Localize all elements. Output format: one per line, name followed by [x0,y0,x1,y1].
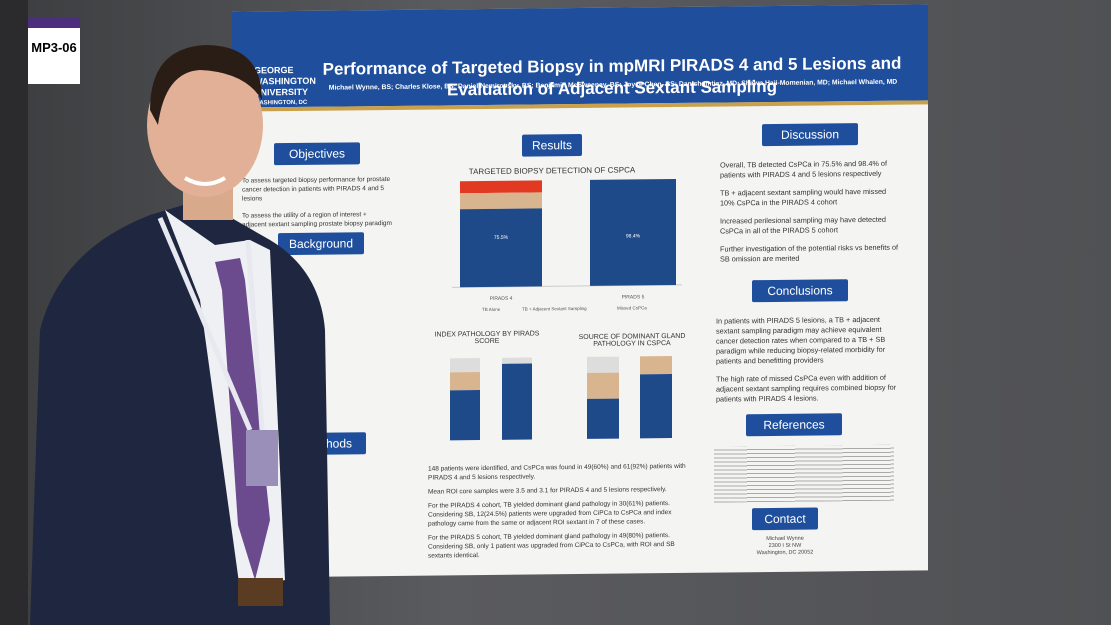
small-charts [450,356,672,441]
face [147,53,263,197]
category-label: PIRADS 4 [490,296,513,302]
lanyard [157,217,265,431]
bar-label: 98.4% [626,233,641,239]
badge [246,430,278,486]
smile [183,176,227,186]
results-chart: 75.5% 98.4% PIRADS 4 PIRADS 5 TB Alone T… [452,178,682,312]
bar-segment [460,192,542,210]
bar-segment [502,357,532,364]
bar-segment [450,390,480,441]
legend-entry: TB + Adjacent Sextant Sampling [522,306,587,312]
tie [215,258,270,580]
stand-edge [0,0,28,625]
bar-segment [590,178,676,286]
bar-segment [587,372,619,399]
poster-badge: MP3-06 [28,18,80,84]
hair [150,45,262,125]
bar-segment [587,356,619,373]
bar-segment [502,363,532,440]
bar-segment [450,358,480,373]
bar-segment [450,372,480,391]
bar-segment [640,374,672,439]
bar-label: 75.5% [494,235,509,241]
bar-segment [640,356,672,375]
belt [238,578,283,606]
legend-entry: TB Alone [482,307,501,312]
bar-segment [460,208,542,288]
legend-entry: Missed CsPCa [617,305,647,310]
poster: GEORGE WASHINGTON UNIVERSITY WASHINGTON,… [232,4,928,578]
bar-segment [587,398,619,439]
bar-segment [460,180,542,194]
category-label: PIRADS 5 [622,294,645,300]
